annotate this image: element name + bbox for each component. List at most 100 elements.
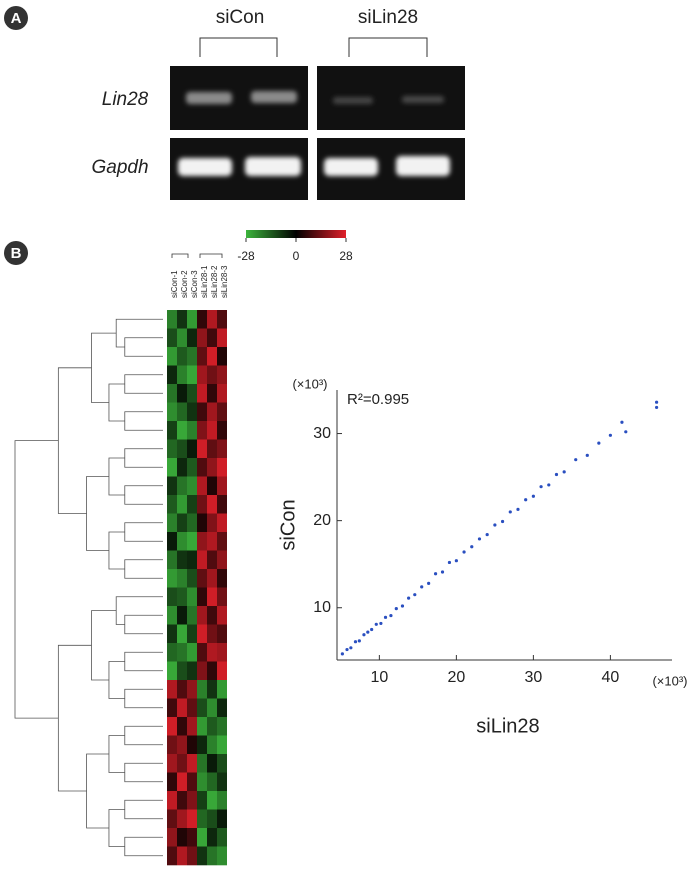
heatmap-cell (177, 680, 187, 699)
heatmap-cell (197, 624, 207, 644)
heatmap-cell (167, 384, 177, 403)
group-label: siLin28 (358, 7, 418, 28)
annotation: R²=0.995 (347, 391, 409, 408)
heatmap-cell (217, 532, 227, 551)
heatmap-cell (207, 661, 217, 681)
dendrogram-branch (108, 457, 125, 496)
heatmap-cell (207, 402, 217, 422)
heatmap-cell (217, 328, 227, 348)
heatmap-cell (177, 809, 187, 829)
group-label: siCon (216, 7, 265, 28)
heatmap-cell (177, 532, 187, 551)
heatmap-cell (187, 754, 197, 773)
heatmap-cell (217, 495, 227, 514)
heatmap-cell (217, 550, 227, 570)
heatmap-cell (187, 384, 197, 403)
colorbar-label: 0 (293, 249, 300, 263)
bracket (199, 37, 278, 57)
heatmap-cell (197, 402, 207, 422)
heatmap-cell (207, 532, 217, 551)
column-label: siCon-1 (170, 270, 179, 298)
dendrogram-branch (124, 559, 163, 579)
heatmap-cell (177, 846, 187, 866)
heatmap-cell (177, 365, 187, 385)
heatmap-cell (187, 661, 197, 681)
heatmap-cell (197, 754, 207, 773)
point (485, 532, 489, 537)
point (470, 545, 474, 549)
heatmap-cell (177, 624, 187, 644)
heatmap-cell (217, 680, 227, 699)
heatmap-cell (167, 310, 177, 329)
heatmap-cell (187, 624, 197, 644)
point (608, 433, 612, 437)
heatmap-cell (167, 513, 177, 533)
heatmap-cell (177, 735, 187, 755)
heatmap-cell (187, 365, 197, 385)
heatmap-cell (167, 772, 177, 792)
heatmap-cell (187, 772, 197, 792)
heatmap-cell (177, 476, 187, 496)
heatmap-cell (187, 439, 197, 459)
point (345, 647, 349, 652)
heatmap-cell (187, 550, 197, 570)
panel-b: B (4, 230, 346, 265)
heatmap-cell (167, 587, 177, 607)
point (524, 498, 528, 502)
point (454, 559, 458, 563)
heatmap-cell (177, 828, 187, 847)
heatmap-cell (187, 476, 197, 496)
heatmap-cell (217, 384, 227, 403)
heatmap-cell (187, 532, 197, 551)
point (383, 615, 388, 619)
point (585, 453, 589, 457)
heatmap-cell (167, 661, 177, 681)
dendrogram-branch (91, 332, 117, 403)
heatmap-cell (207, 439, 217, 459)
heatmap-cell (207, 624, 217, 644)
dendrogram-branch (124, 374, 163, 394)
heatmap-cell (177, 421, 187, 440)
heatmap-cell (197, 513, 207, 533)
x-unit: (×10³) (652, 673, 687, 688)
heatmap-cell (217, 661, 227, 681)
heatmap-cell (177, 606, 187, 625)
heatmap-cell (217, 772, 227, 792)
point (420, 585, 424, 589)
heatmap-cell (197, 495, 207, 514)
dendrogram-branch (124, 614, 163, 635)
gene-label: Lin28 (102, 89, 149, 110)
heatmap-cell (167, 347, 177, 366)
point (493, 523, 497, 527)
point (427, 581, 431, 585)
heatmap-cell (197, 550, 207, 570)
point (433, 572, 438, 576)
heatmap-cell (187, 735, 197, 755)
heatmap-cell (187, 643, 197, 662)
heatmap-cell (217, 587, 227, 607)
heatmap-cell (167, 698, 177, 718)
heatmap-cell (207, 791, 217, 810)
heatmap-cell (207, 421, 217, 440)
dendrogram-branch (57, 644, 92, 792)
point (413, 593, 417, 597)
heatmap-cell (177, 661, 187, 681)
point (654, 405, 659, 410)
y-axis-label: siCon (277, 499, 299, 550)
heatmap-cell (217, 846, 227, 866)
point (447, 560, 452, 565)
heatmap-cell (197, 328, 207, 348)
heatmap-cell (217, 735, 227, 755)
heatmap-cell (217, 439, 227, 459)
dendrogram-branch (57, 367, 92, 514)
x-tick-label: 10 (370, 669, 388, 686)
heatmap-cell (207, 587, 217, 607)
heatmap-cell (197, 828, 207, 847)
heatmap-cell (187, 828, 197, 847)
dendrogram-branch (124, 485, 163, 505)
colorbar-label: 28 (339, 249, 353, 263)
heatmap-cell (197, 809, 207, 829)
point (362, 633, 366, 637)
point (508, 510, 512, 514)
